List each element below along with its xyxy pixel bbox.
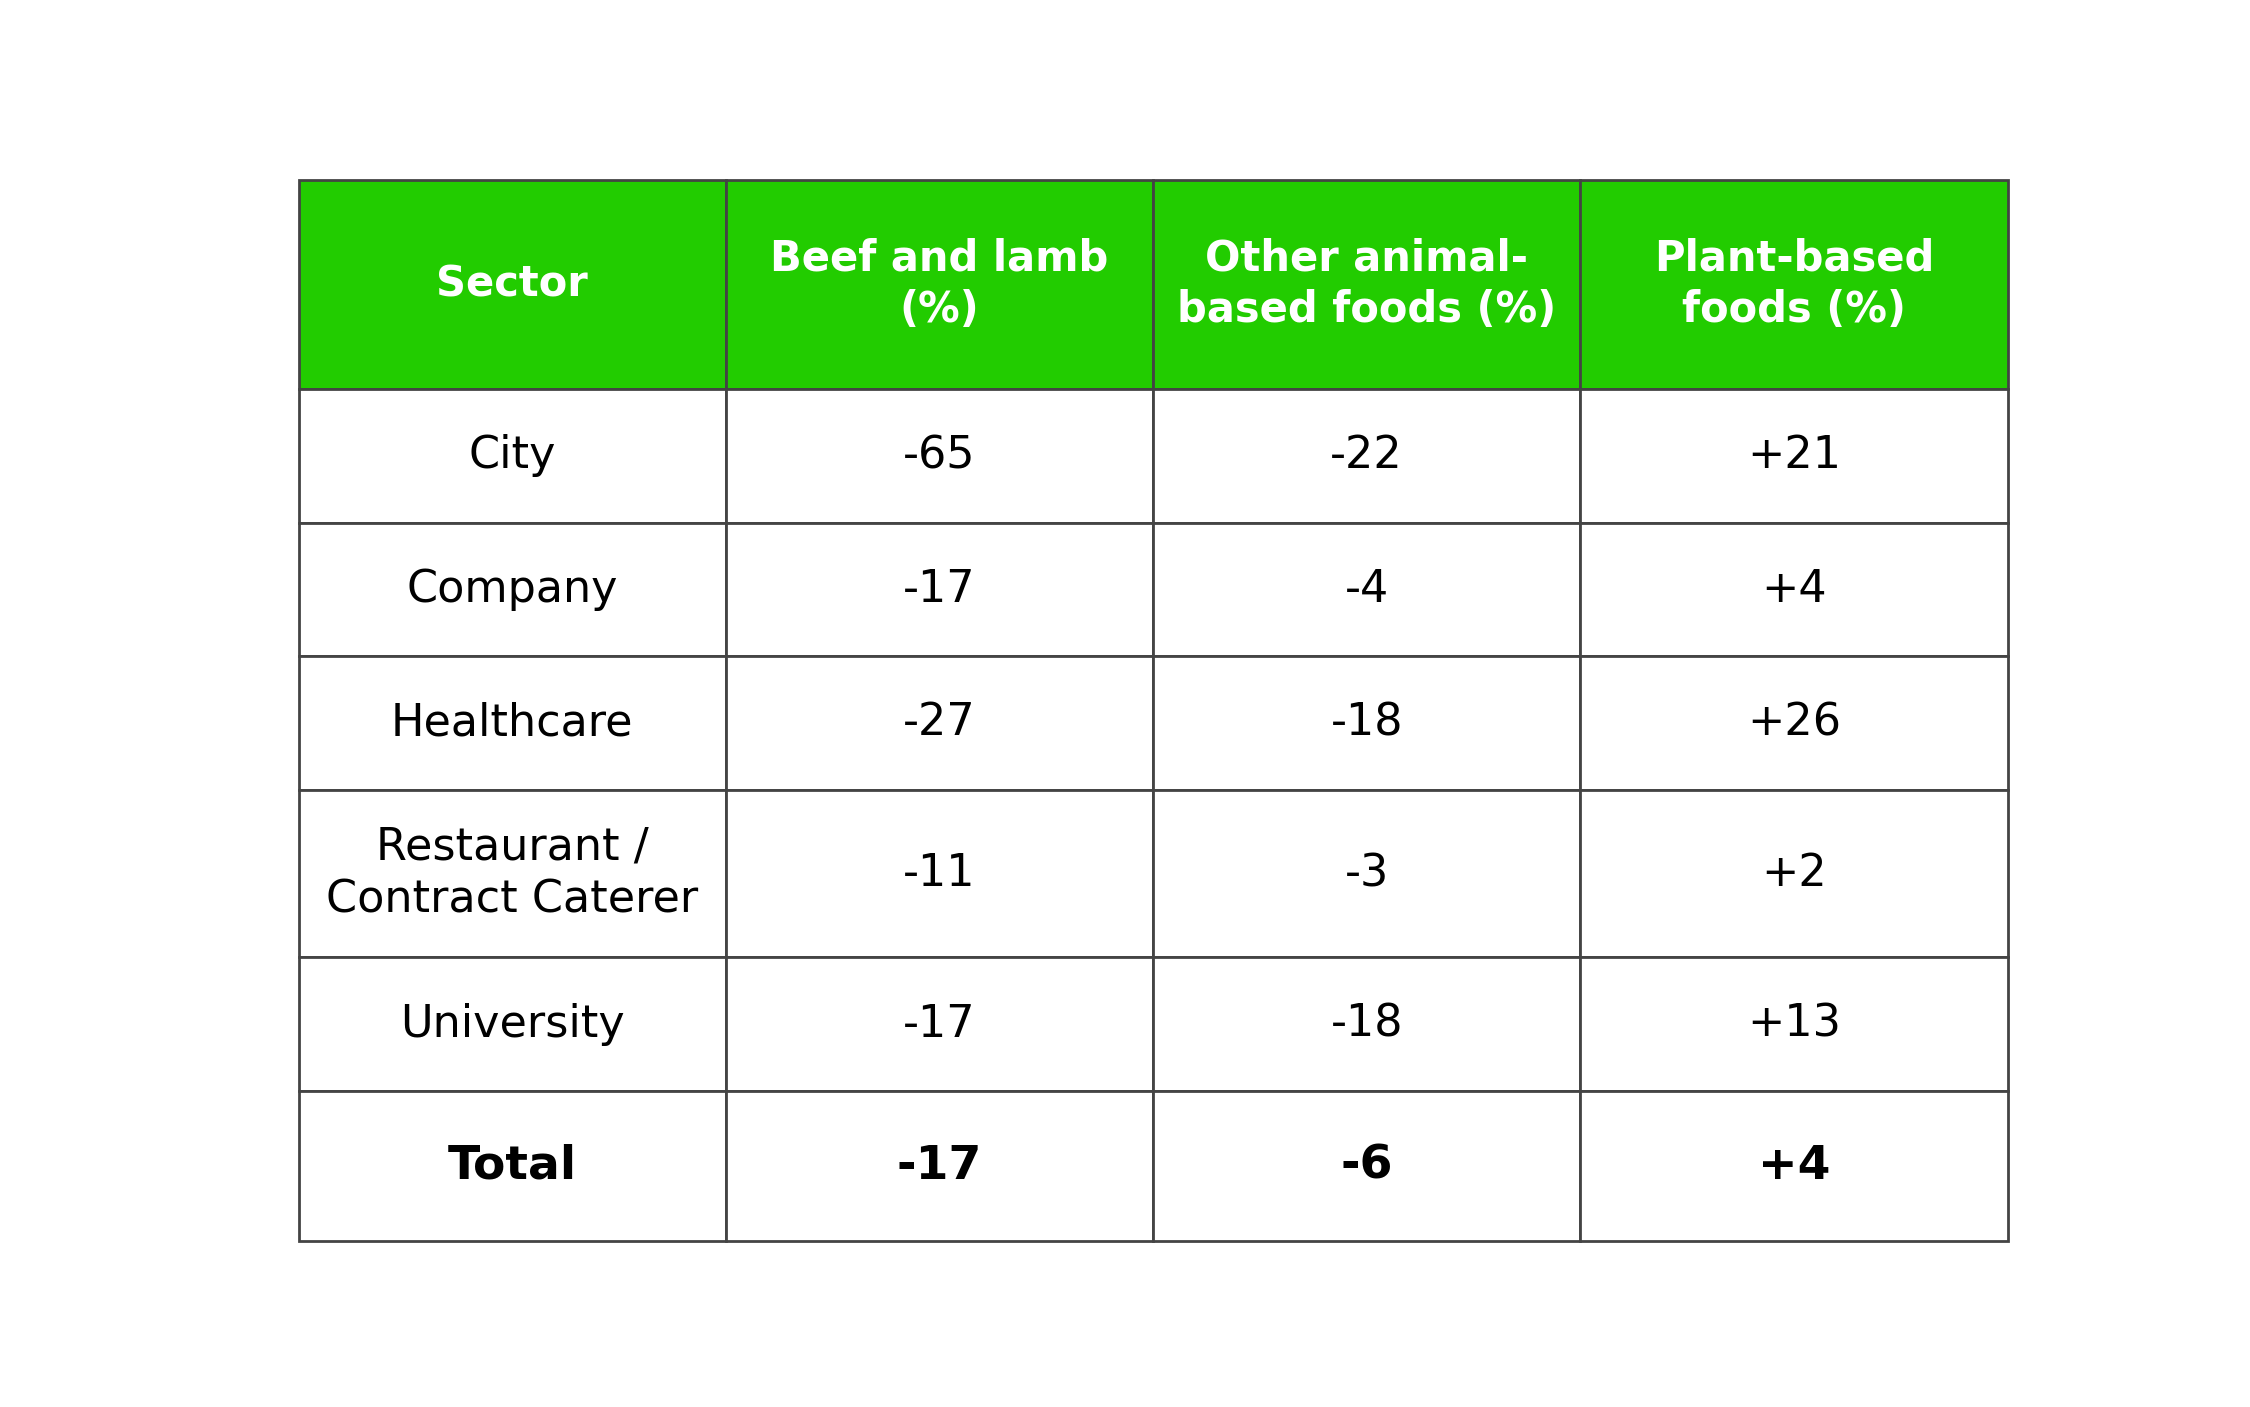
Bar (299, 180, 727, 390)
Bar (1154, 656, 1580, 789)
Text: +4: +4 (1757, 1144, 1829, 1189)
Bar (727, 656, 1154, 789)
Text: +2: +2 (1762, 853, 1827, 895)
Bar (1154, 789, 1580, 957)
Bar (727, 1090, 1154, 1241)
Bar (1580, 789, 2007, 957)
Bar (727, 180, 1154, 390)
Text: -4: -4 (1346, 568, 1388, 611)
Text: Restaurant /
Contract Caterer: Restaurant / Contract Caterer (326, 826, 698, 922)
Bar (1580, 1090, 2007, 1241)
Bar (299, 1090, 727, 1241)
Text: -17: -17 (902, 1003, 976, 1045)
Text: Beef and lamb
(%): Beef and lamb (%) (770, 238, 1109, 331)
Text: +21: +21 (1746, 435, 1840, 477)
Text: +13: +13 (1746, 1003, 1840, 1045)
Bar (1154, 180, 1580, 390)
Bar (1580, 656, 2007, 789)
Bar (1580, 390, 2007, 522)
Text: University: University (400, 1003, 626, 1045)
Text: Other animal-
based foods (%): Other animal- based foods (%) (1177, 238, 1557, 331)
Bar (299, 522, 727, 656)
Bar (1154, 1090, 1580, 1241)
Text: -18: -18 (1330, 1003, 1404, 1045)
Text: -17: -17 (898, 1144, 983, 1189)
Text: Plant-based
foods (%): Plant-based foods (%) (1654, 238, 1935, 331)
Bar (727, 957, 1154, 1090)
Text: Total: Total (448, 1144, 576, 1189)
Bar (727, 789, 1154, 957)
Bar (1580, 522, 2007, 656)
Bar (1154, 957, 1580, 1090)
Text: Company: Company (407, 568, 619, 611)
Text: -3: -3 (1346, 853, 1388, 895)
Bar (1154, 522, 1580, 656)
Text: -27: -27 (902, 702, 976, 744)
Bar (299, 656, 727, 789)
Text: -11: -11 (902, 853, 976, 895)
Text: Sector: Sector (436, 263, 587, 305)
Bar (1580, 957, 2007, 1090)
Bar (299, 789, 727, 957)
Text: +26: +26 (1746, 702, 1840, 744)
Bar (299, 390, 727, 522)
Text: -17: -17 (902, 568, 976, 611)
Text: -22: -22 (1330, 435, 1404, 477)
Text: +4: +4 (1762, 568, 1827, 611)
Bar (727, 390, 1154, 522)
Bar (299, 957, 727, 1090)
Bar (1580, 180, 2007, 390)
Text: -18: -18 (1330, 702, 1404, 744)
Text: -6: -6 (1341, 1144, 1393, 1189)
Text: -65: -65 (902, 435, 976, 477)
Text: Healthcare: Healthcare (392, 702, 634, 744)
Text: City: City (468, 435, 556, 477)
Bar (727, 522, 1154, 656)
Bar (1154, 390, 1580, 522)
